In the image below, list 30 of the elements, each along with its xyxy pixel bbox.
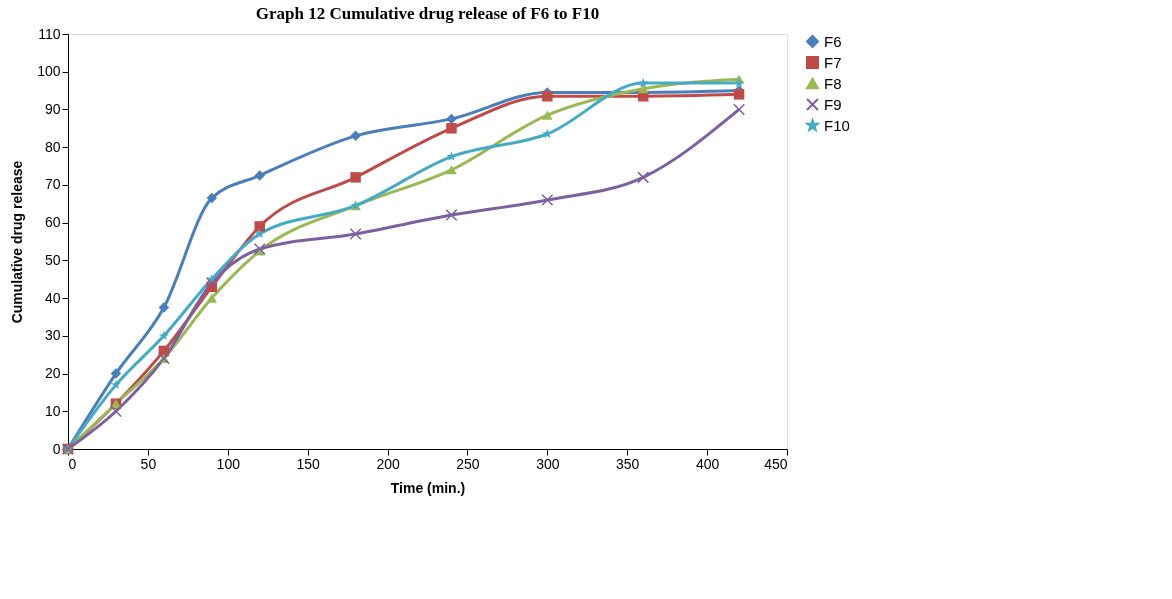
x-tick-label: 100 — [216, 455, 241, 472]
y-tick-label: 110 — [38, 25, 61, 42]
x-tick-label: 150 — [296, 455, 321, 472]
x-tick-label: 350 — [616, 455, 640, 472]
y-tick-label: 0 — [52, 440, 61, 457]
legend-label: F7 — [824, 53, 842, 71]
legend-label: F8 — [824, 74, 842, 92]
y-tick-label: 100 — [37, 63, 61, 80]
y-tick-label: 60 — [44, 214, 61, 231]
legend-label: F10 — [824, 116, 850, 134]
y-tick-label: 20 — [44, 365, 61, 382]
x-tick-label: 300 — [536, 455, 560, 472]
y-tick-label: 90 — [44, 100, 61, 117]
x-tick-label: 50 — [140, 455, 157, 472]
x-tick-label: 400 — [695, 455, 720, 472]
x-tick-label: 450 — [764, 455, 788, 472]
legend-label: F9 — [824, 95, 842, 113]
y-tick-label: 70 — [44, 176, 61, 193]
x-axis-title: Time (min.) — [390, 479, 466, 496]
chart-title: Graph 12 Cumulative drug release of F6 to F10 — [255, 4, 600, 23]
y-tick-label: 50 — [44, 251, 61, 268]
y-tick-label: 30 — [44, 327, 61, 344]
x-tick-label: 250 — [456, 455, 480, 472]
y-tick-label: 10 — [44, 402, 61, 419]
legend-label: F6 — [824, 32, 842, 50]
y-axis-title: Cumulative drug release — [9, 160, 26, 324]
y-tick-label: 40 — [44, 289, 61, 306]
x-tick-label: 0 — [68, 455, 77, 472]
x-tick-label: 200 — [376, 455, 400, 472]
y-tick-label: 80 — [44, 138, 61, 155]
